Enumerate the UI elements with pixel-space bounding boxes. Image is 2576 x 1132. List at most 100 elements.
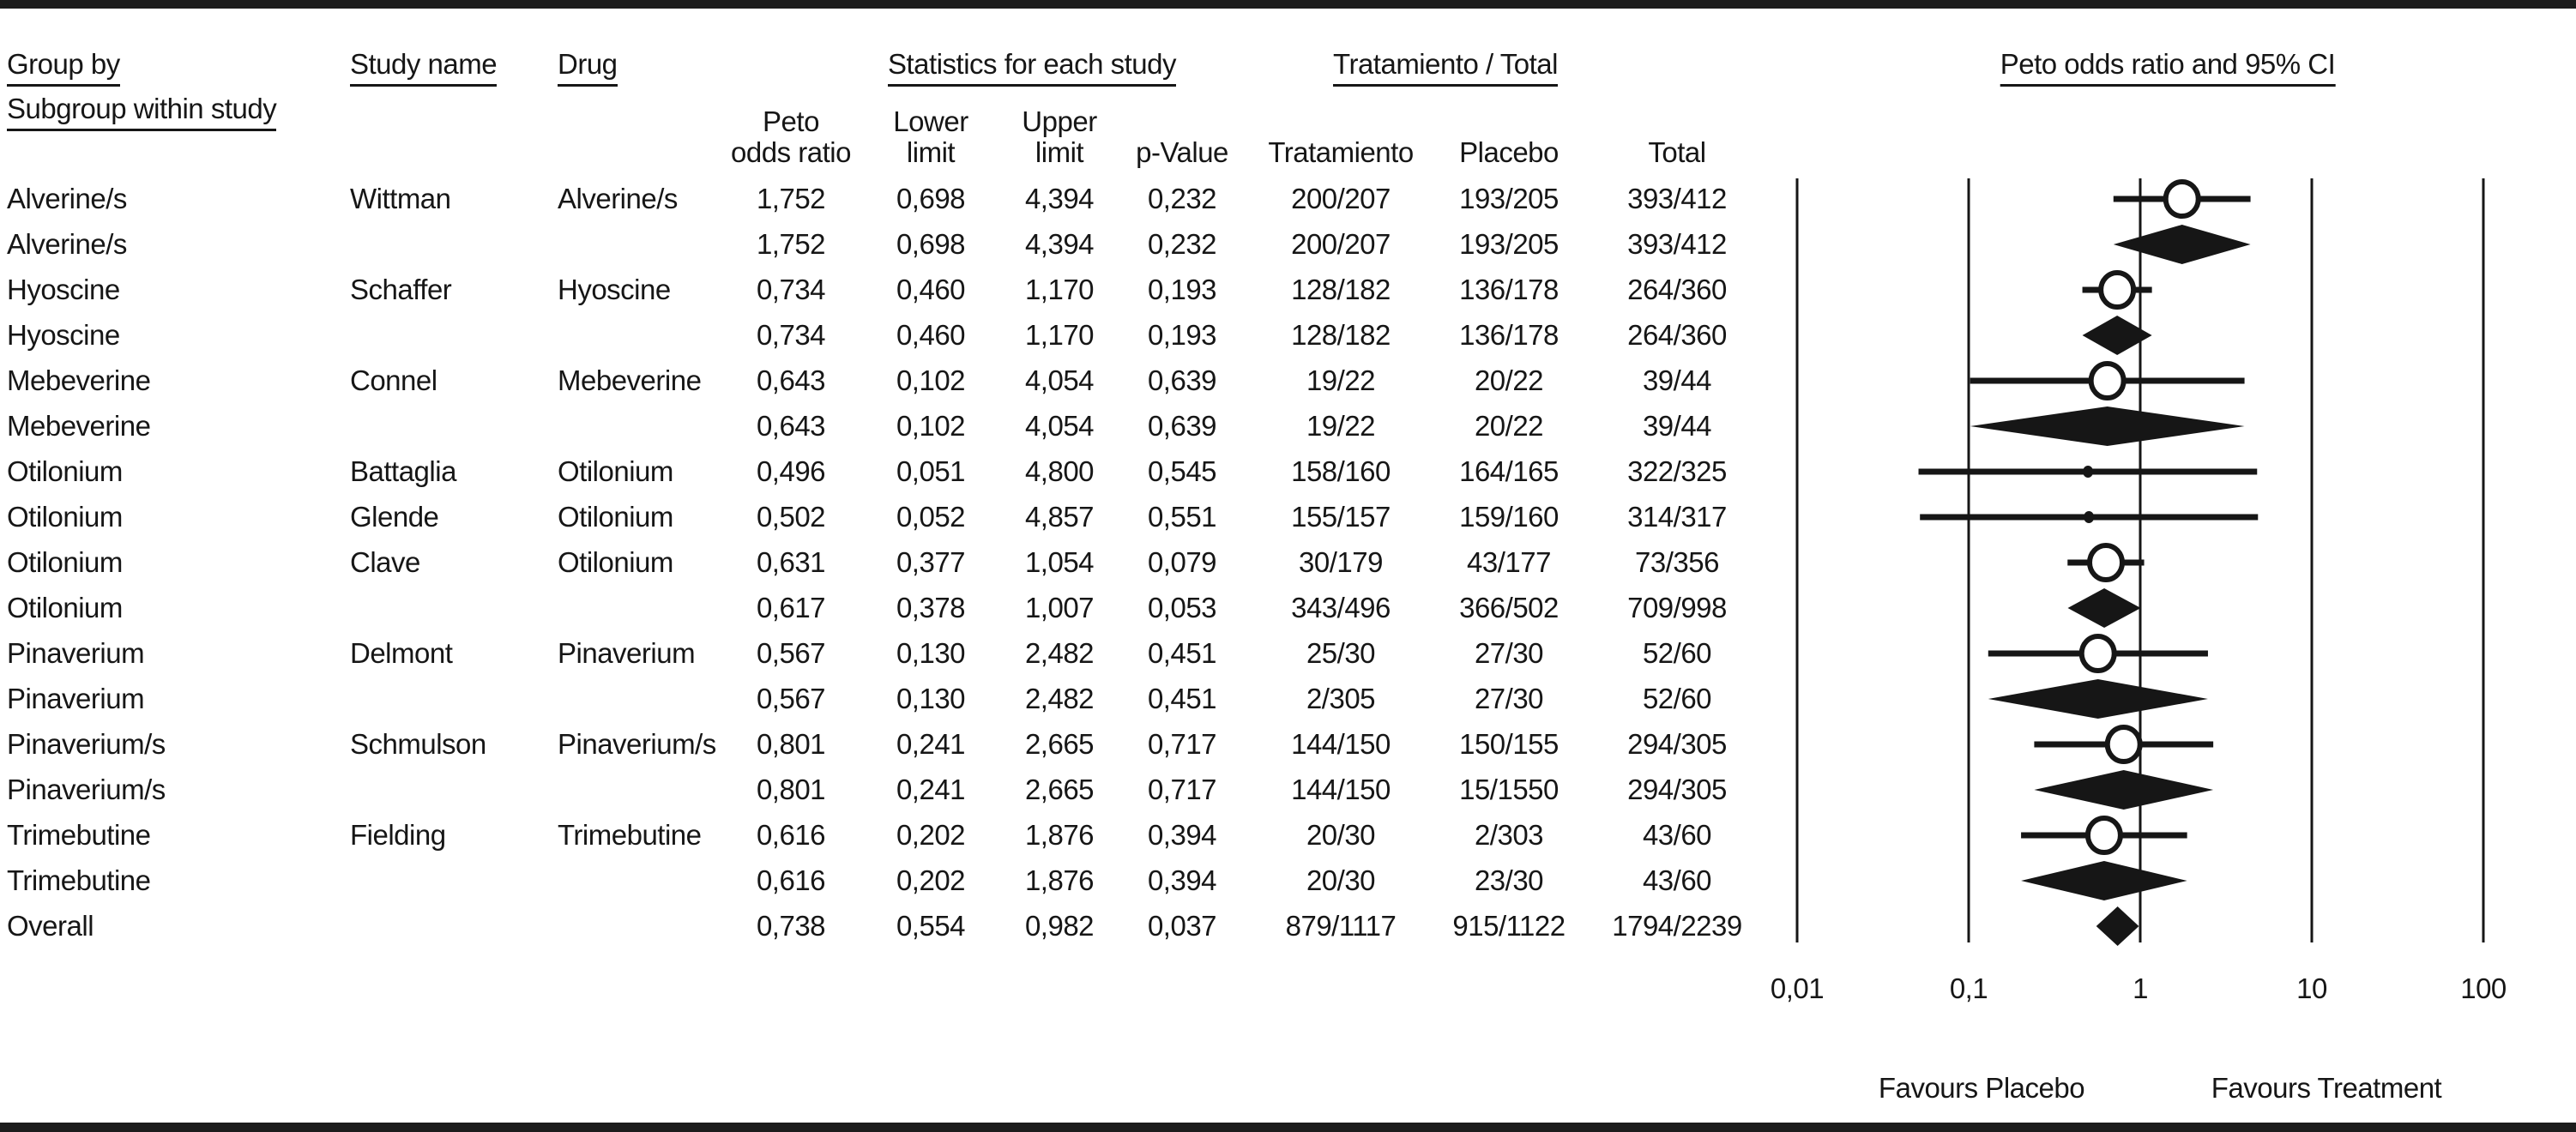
cell-p: 0,079 (1147, 546, 1217, 578)
cell-peto: 0,631 (756, 546, 826, 578)
cell-upper: 1,054 (1024, 546, 1095, 578)
cell-tratamiento: 20/30 (1306, 819, 1376, 851)
cell-tratamiento: 20/30 (1306, 864, 1376, 896)
top-border-rule (0, 0, 2576, 9)
cell-lower: 0,130 (896, 637, 966, 669)
axis-tick-label: 10 (2296, 972, 2327, 1004)
cell-placebo: 915/1122 (1452, 910, 1566, 942)
cell-p: 0,717 (1147, 774, 1217, 805)
table-row: Hyoscine 0,734 0,460 1,170 0,193 128/182 136/1… (0, 318, 2576, 354)
cell-study: Battaglia (350, 455, 456, 487)
table-row: Pinaverium/s 0,801 0,241 2,665 0,717 144/150 1… (0, 773, 2576, 809)
cell-p: 0,193 (1147, 319, 1217, 351)
cell-study: Schmulson (350, 728, 486, 760)
cell-study: Delmont (350, 637, 453, 669)
table-row: Trimebutine 0,616 0,202 1,876 0,394 20/30 23/3… (0, 864, 2576, 900)
cell-group: Trimebutine (7, 864, 151, 896)
subheader-peto-odds-ratio: Peto odds ratio (731, 105, 851, 168)
axis-tick-label: 1 (2133, 972, 2148, 1004)
summary-diamond (2113, 225, 2251, 264)
summary-diamond (1988, 679, 2208, 719)
study-point-circle (2163, 179, 2201, 219)
cell-lower: 0,460 (896, 319, 966, 351)
cell-lower: 0,241 (896, 728, 966, 760)
cell-tratamiento: 158/160 (1291, 455, 1391, 487)
cell-tratamiento: 128/182 (1291, 319, 1391, 351)
bottom-border-rule (0, 1123, 2576, 1132)
cell-tratamiento: 2/305 (1306, 683, 1376, 714)
cell-drug: Mebeverine (558, 364, 702, 396)
axis-tick-label: 0,01 (1770, 972, 1825, 1004)
cell-lower: 0,241 (896, 774, 966, 805)
cell-placebo: 193/205 (1459, 228, 1559, 260)
cell-lower: 0,051 (896, 455, 966, 487)
header-study-name: Study name (350, 48, 498, 87)
table-row: Trimebutine Fielding Trimebutine 0,616 0,202… (0, 818, 2576, 854)
cell-study: Connel (350, 364, 437, 396)
summary-diamond (2021, 861, 2187, 900)
header-tratamiento-total: Tratamiento / Total (1333, 48, 1558, 87)
cell-placebo: 136/178 (1459, 274, 1559, 305)
cell-peto: 0,643 (756, 410, 826, 442)
cell-lower: 0,460 (896, 274, 966, 305)
cell-peto: 0,734 (756, 319, 826, 351)
cell-peto: 0,801 (756, 728, 826, 760)
subheader-p-value: p-Value (1136, 136, 1228, 168)
cell-drug: Pinaverium/s (558, 728, 716, 760)
cell-placebo: 2/303 (1474, 819, 1544, 851)
table-row: Hyoscine Schaffer Hyoscine 0,734 0,460 1,170 0… (0, 273, 2576, 309)
cell-peto: 1,752 (756, 183, 826, 214)
cell-upper: 1,007 (1024, 592, 1095, 623)
cell-p: 0,639 (1147, 364, 1217, 396)
table-row: Pinaverium/s Schmulson Pinaverium/s 0,801 0,… (0, 727, 2576, 763)
cell-tratamiento: 343/496 (1291, 592, 1391, 623)
cell-drug: Trimebutine (558, 819, 702, 851)
cell-tratamiento: 200/207 (1291, 183, 1391, 214)
cell-p: 0,394 (1147, 819, 1217, 851)
cell-group: Otilonium (7, 501, 123, 533)
cell-lower: 0,130 (896, 683, 966, 714)
cell-tratamiento: 155/157 (1291, 501, 1391, 533)
cell-upper: 1,876 (1024, 819, 1095, 851)
cell-p: 0,232 (1147, 183, 1217, 214)
cell-upper: 4,394 (1024, 183, 1095, 214)
summary-diamond (2067, 588, 2141, 628)
cell-lower: 0,102 (896, 410, 966, 442)
favours-treatment-label: Favours Treatment (2211, 1072, 2442, 1104)
cell-upper: 4,800 (1024, 455, 1095, 487)
cell-study: Wittman (350, 183, 451, 214)
cell-tratamiento: 25/30 (1306, 637, 1376, 669)
cell-placebo: 136/178 (1459, 319, 1559, 351)
cell-upper: 4,857 (1024, 501, 1095, 533)
cell-group: Hyoscine (7, 274, 120, 305)
cell-study: Schaffer (350, 274, 452, 305)
cell-group: Pinaverium (7, 637, 145, 669)
cell-p: 0,053 (1147, 592, 1217, 623)
cell-total: 1794/2239 (1612, 910, 1742, 942)
cell-upper: 2,665 (1024, 728, 1095, 760)
cell-placebo: 150/155 (1459, 728, 1559, 760)
cell-group: Alverine/s (7, 183, 127, 214)
cell-group: Overall (7, 910, 94, 942)
cell-peto: 0,567 (756, 637, 826, 669)
cell-lower: 0,202 (896, 864, 966, 896)
cell-tratamiento: 30/179 (1299, 546, 1383, 578)
table-row: Otilonium 0,617 0,378 1,007 0,053 343/496 366/… (0, 591, 2576, 627)
cell-upper: 4,054 (1024, 410, 1095, 442)
cell-lower: 0,554 (896, 910, 966, 942)
cell-group: Pinaverium/s (7, 774, 166, 805)
cell-p: 0,451 (1147, 637, 1217, 669)
cell-drug: Hyoscine (558, 274, 671, 305)
cell-lower: 0,102 (896, 364, 966, 396)
summary-diamond (1970, 406, 2245, 446)
cell-total: 264/360 (1627, 274, 1727, 305)
cell-drug: Alverine/s (558, 183, 678, 214)
cell-tratamiento: 128/182 (1291, 274, 1391, 305)
cell-placebo: 43/177 (1467, 546, 1551, 578)
study-point-dot (2083, 466, 2094, 478)
study-point-circle (2084, 816, 2123, 855)
study-point-circle (2098, 270, 2137, 310)
study-point-dot (2084, 511, 2095, 523)
table-row: Alverine/s Wittman Alverine/s 1,752 0,698 4,3… (0, 182, 2576, 218)
cell-group: Pinaverium/s (7, 728, 166, 760)
